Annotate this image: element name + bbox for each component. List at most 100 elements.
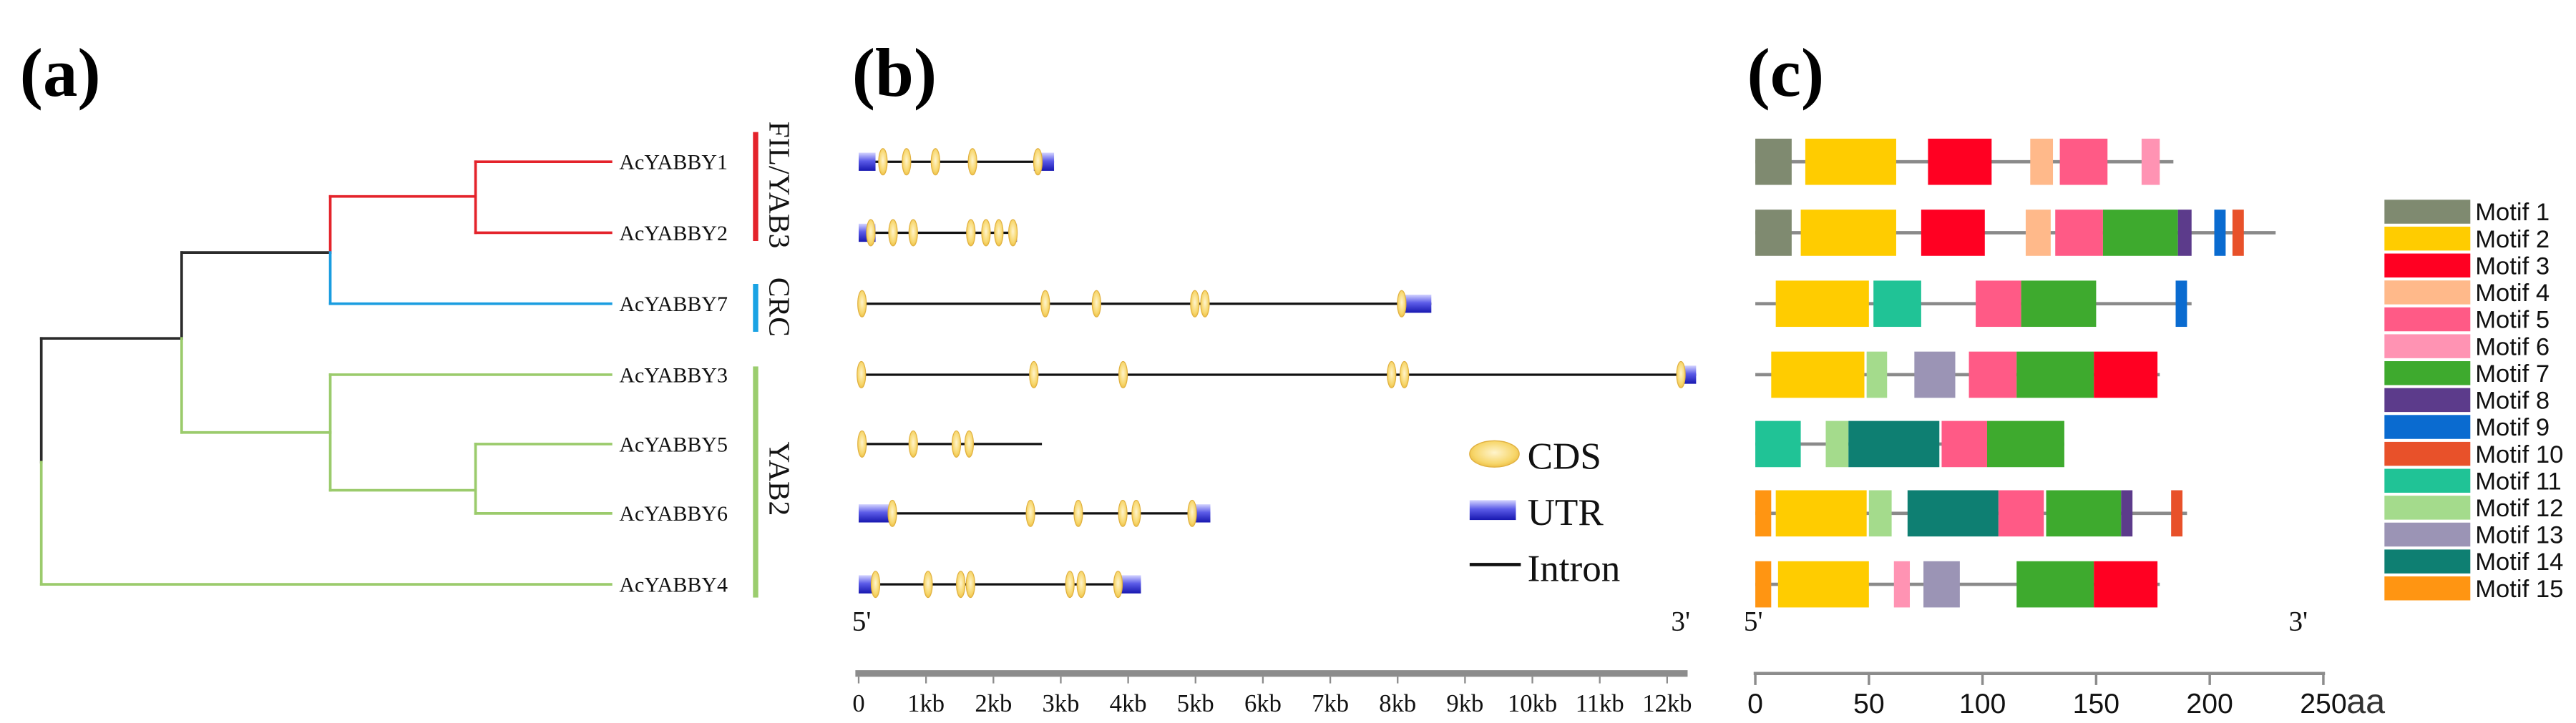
- motif-legend-label: Motif 12: [2475, 495, 2563, 522]
- cds-exon: [857, 360, 867, 389]
- cds-exon: [1676, 360, 1686, 389]
- cds-exon: [1033, 148, 1043, 176]
- cds-exon: [857, 430, 867, 458]
- kb-tick-label: 4kb: [1110, 690, 1147, 717]
- motif-8-box: [2121, 490, 2133, 537]
- motif-legend-item: Motif 15: [2384, 576, 2563, 603]
- aa-unit-label: aa: [2346, 682, 2385, 721]
- motif-legend-item: Motif 9: [2384, 414, 2550, 441]
- motif-legend-swatch: [2384, 307, 2471, 332]
- kb-tick-label: 7kb: [1312, 690, 1349, 717]
- clade-groups: FIL/YAB3 CRC YAB2: [753, 122, 796, 598]
- motif-legend-label: Motif 11: [2475, 468, 2562, 495]
- motif-4-box: [2025, 210, 2051, 256]
- motif-14-box: [1848, 420, 1940, 468]
- motif-legend-label: Motif 9: [2475, 414, 2550, 441]
- cds-exon: [1040, 290, 1050, 318]
- motif-5-box: [1941, 420, 1987, 468]
- cds-exon: [1076, 571, 1086, 599]
- motif-11-box: [1873, 280, 1921, 328]
- motif-2-box: [1771, 351, 1865, 398]
- motif-legend-swatch: [2384, 253, 2471, 278]
- motif-legend-label: Motif 15: [2475, 576, 2563, 603]
- kb-tick-label: 5kb: [1177, 690, 1214, 717]
- cds-exon: [1131, 499, 1141, 527]
- cds-exon: [887, 499, 897, 527]
- cds-exon: [1118, 360, 1128, 389]
- kb-tick-label: 6kb: [1244, 690, 1282, 717]
- motif-10-box: [2232, 210, 2244, 256]
- motif-legend-swatch: [2384, 522, 2471, 547]
- motif-7-box: [2016, 561, 2094, 608]
- motif-rows: [1755, 138, 2276, 608]
- gene-structure-row: [859, 571, 1141, 599]
- motif-15-box: [1755, 561, 1772, 608]
- aa-axis: 0 50 100 150 200 250 aa: [1747, 672, 2385, 721]
- cds-exon: [857, 290, 867, 318]
- motif-legend-item: Motif 2: [2384, 226, 2550, 253]
- motif-2-box: [1800, 210, 1896, 256]
- kb-tick-label: 3kb: [1043, 690, 1080, 717]
- intron-legend-label: Intron: [1528, 548, 1621, 589]
- cds-exon: [966, 219, 976, 247]
- motif-1-box: [1755, 210, 1792, 256]
- utr-segment: [1120, 575, 1141, 594]
- kb-tick-label: 1kb: [907, 690, 945, 717]
- motif-7-box: [2102, 210, 2178, 256]
- motif-legend-item: Motif 14: [2384, 549, 2563, 576]
- gene-5prime-label: 5': [852, 606, 872, 637]
- motif-1-box: [1755, 138, 1792, 185]
- gene-structure-row: [857, 290, 1432, 318]
- motif-5prime-label: 5': [1744, 606, 1763, 637]
- tree-leaf-label: AcYABBY5: [619, 433, 728, 456]
- motif-legend-item: Motif 12: [2384, 495, 2563, 522]
- motif-legend-label: Motif 1: [2475, 199, 2550, 226]
- motif-legend-item: Motif 13: [2384, 522, 2563, 549]
- cds-exon: [1065, 571, 1075, 599]
- motif-legend-label: Motif 7: [2475, 360, 2550, 388]
- cds-legend-label: CDS: [1528, 436, 1601, 478]
- clade-label-yab2: YAB2: [763, 441, 796, 516]
- gene-structure-legend: CDS UTR Intron: [1469, 436, 1621, 589]
- cds-exon: [1029, 360, 1039, 389]
- motif-legend-swatch: [2384, 200, 2471, 224]
- motif-12-box: [1825, 420, 1849, 468]
- gene-structure-row: [859, 148, 1055, 176]
- clade-bar-crc: [753, 284, 758, 332]
- cds-exon: [908, 430, 918, 458]
- aa-tick-label: 150: [2073, 688, 2119, 719]
- kb-tick-label: 9kb: [1446, 690, 1483, 717]
- motif-row: [1755, 490, 2187, 537]
- motif-2-box: [1775, 280, 1869, 328]
- motif-2-box: [1775, 490, 1867, 537]
- motif-legend-label: Motif 8: [2475, 388, 2550, 415]
- clade-bar-fil-yab3: [753, 132, 758, 241]
- phylogenetic-tree: AcYABBY1 AcYABBY2 AcYABBY7 AcYABBY3 AcYA…: [39, 151, 728, 596]
- motif-legend-item: Motif 8: [2384, 388, 2550, 415]
- motif-legend-item: Motif 1: [2384, 199, 2550, 226]
- motif-legend-item: Motif 7: [2384, 360, 2550, 388]
- utr-segment: [859, 504, 893, 523]
- utr-legend-label: UTR: [1528, 492, 1604, 533]
- panel-label-b: (b): [852, 34, 937, 111]
- kb-tick-label: 12kb: [1642, 690, 1692, 717]
- motif-7-box: [1986, 420, 2064, 468]
- motif-11-box: [1755, 420, 1801, 468]
- motif-5-box: [1998, 490, 2044, 537]
- motif-7-box: [2016, 351, 2094, 398]
- aa-tick-label: 50: [1853, 688, 1885, 719]
- motif-9-box: [2214, 210, 2226, 256]
- motif-legend-swatch: [2384, 468, 2471, 493]
- gene-structure-row: [857, 430, 1043, 458]
- motif-5-box: [2055, 210, 2103, 256]
- motif-9-box: [2175, 280, 2187, 328]
- clade-bar-yab2: [753, 366, 758, 598]
- utr-segment: [859, 152, 876, 171]
- motif-legend-label: Motif 10: [2475, 441, 2563, 468]
- clade-label-crc: CRC: [763, 277, 796, 337]
- motif-2-box: [1777, 561, 1869, 608]
- motif-legend-item: Motif 5: [2384, 307, 2550, 334]
- motif-legend-swatch: [2384, 226, 2471, 251]
- motif-legend-label: Motif 6: [2475, 333, 2550, 360]
- gene-3prime-label: 3': [1671, 606, 1690, 637]
